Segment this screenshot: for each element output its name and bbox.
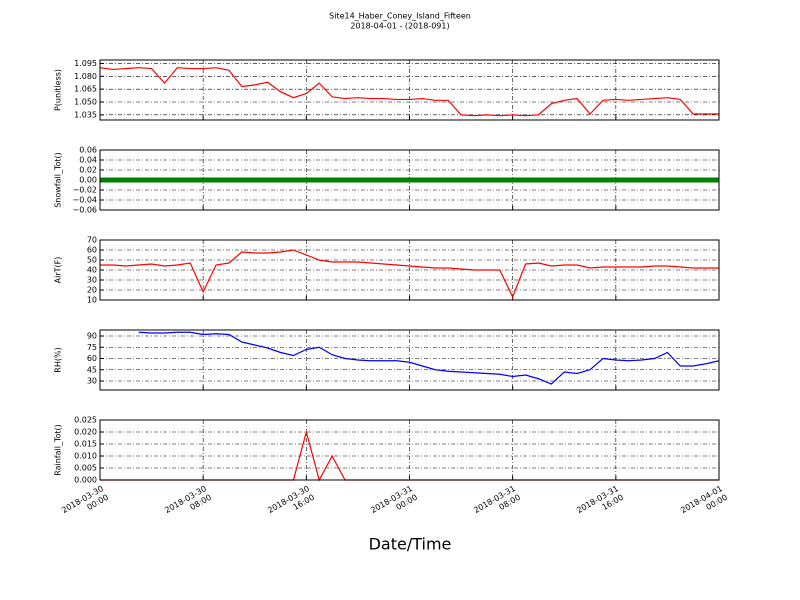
y-tick-label: 75 <box>87 343 97 352</box>
y-tick-label: 0.020 <box>74 428 97 437</box>
y-tick-label: 0.005 <box>74 464 97 473</box>
y-tick-label: 0.000 <box>74 476 97 485</box>
y-tick-label: 30 <box>87 276 97 285</box>
y-tick-label: 60 <box>87 354 97 363</box>
y-tick-label: 30 <box>87 377 97 386</box>
data-line <box>138 331 720 385</box>
plot-frame <box>99 149 720 211</box>
y-tick-label: 90 <box>87 332 97 341</box>
chart-title: Site14_Haber_Coney_Island_Fifteen <box>329 12 471 21</box>
y-tick-label: 45 <box>87 365 97 374</box>
y-tick-label: 0.02 <box>79 166 97 175</box>
y-tick-label: 1.035 <box>74 110 97 119</box>
y-tick-label: 1.080 <box>74 72 97 81</box>
y-tick-label: 50 <box>87 256 97 265</box>
data-line <box>99 67 719 117</box>
plot-frame <box>99 419 720 481</box>
y-tick-label: 70 <box>87 236 97 245</box>
plot-frame <box>99 329 720 391</box>
plot-frame <box>99 59 720 121</box>
y-tick-label: 20 <box>87 286 97 295</box>
y-tick-label: 1.065 <box>74 85 97 94</box>
y-tick-label: −0.04 <box>72 196 97 205</box>
y-tick-label: −0.02 <box>72 186 97 195</box>
y-tick-label: 40 <box>87 266 97 275</box>
y-tick-label: 0.015 <box>74 440 97 449</box>
y-tick-label: 10 <box>87 296 97 305</box>
y-axis-label: P(unitless) <box>54 69 63 111</box>
x-axis-label: Date/Time <box>369 535 452 554</box>
plot-frame <box>99 239 720 301</box>
y-tick-label: 0.04 <box>79 156 97 165</box>
y-axis-label: Snowfall_Tot() <box>54 152 63 208</box>
data-line <box>100 249 719 299</box>
y-axis-label: AirT(F) <box>54 257 63 284</box>
y-tick-label: 1.095 <box>74 59 97 68</box>
y-tick-label: −0.06 <box>72 206 97 215</box>
y-tick-label: 0.025 <box>74 416 97 425</box>
y-axis-label: Rainfall_Tot() <box>54 424 63 476</box>
y-tick-label: 0.06 <box>79 146 97 155</box>
chart-subtitle: 2018-04-01 - (2018-091) <box>350 22 449 31</box>
y-tick-label: 0.00 <box>79 176 97 185</box>
y-axis-label: RH(%) <box>54 347 63 372</box>
y-tick-label: 0.010 <box>74 452 97 461</box>
y-tick-label: 1.050 <box>74 98 97 107</box>
y-tick-label: 60 <box>87 246 97 255</box>
